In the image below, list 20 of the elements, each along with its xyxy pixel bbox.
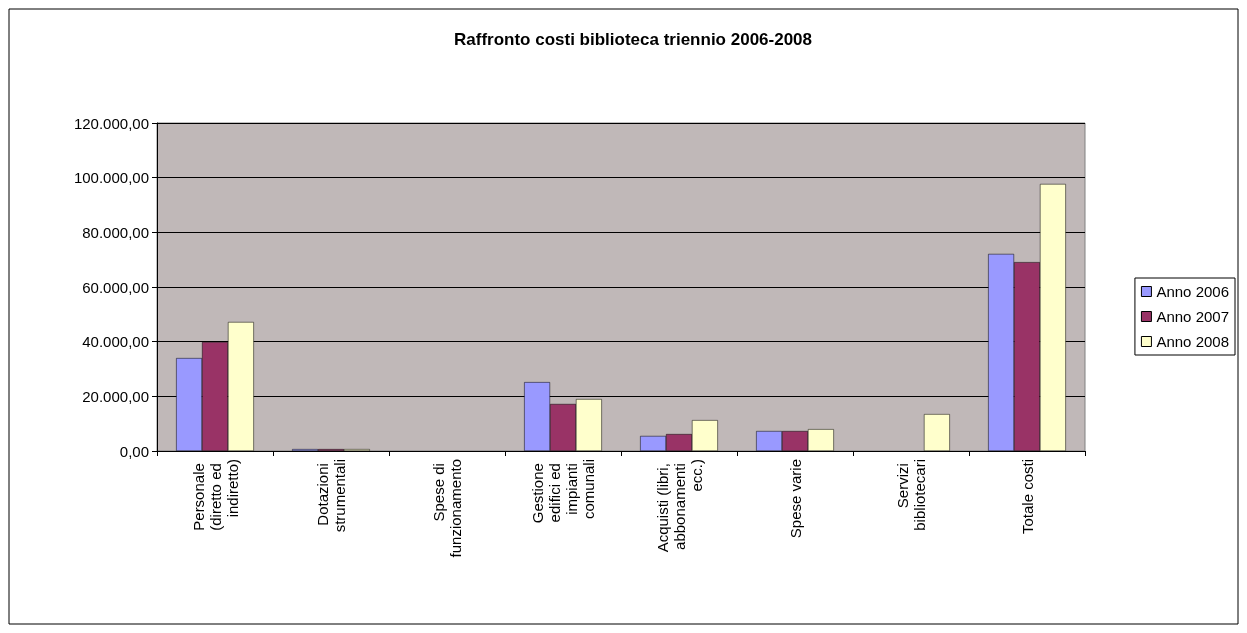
x-tick-label: Totale costi bbox=[1018, 459, 1036, 535]
y-tick-label: 100.000,00 bbox=[73, 169, 149, 187]
legend-label: Anno 2007 bbox=[1156, 308, 1230, 325]
y-tick-label: 80.000,00 bbox=[82, 223, 149, 241]
y-tick-label: 40.000,00 bbox=[82, 333, 149, 351]
x-tick-label: Spese di funzionamento bbox=[430, 459, 464, 558]
y-tick-label: 60.000,00 bbox=[82, 278, 149, 296]
chart-title: Raffronto costi biblioteca triennio 2006-2008 bbox=[453, 30, 813, 49]
x-tick-label: Personale (diretto ed indiretto) bbox=[189, 459, 241, 531]
bar bbox=[923, 414, 950, 451]
x-tick-label: Spese varie bbox=[786, 459, 804, 539]
x-tick-label: Servizi bibliotecari bbox=[894, 459, 928, 531]
y-tick-label: 120.000,00 bbox=[73, 114, 149, 132]
x-tick-label: Gestione edifici ed impianti comunali bbox=[529, 459, 597, 524]
legend-label: Anno 2008 bbox=[1156, 333, 1230, 350]
y-tick-label: 20.000,00 bbox=[82, 387, 149, 405]
x-tick-label: Acquisti (libri, abbonamenti ecc.) bbox=[653, 459, 705, 553]
x-tick-label: Dotazioni strumentali bbox=[314, 459, 348, 533]
legend-label: Anno 2006 bbox=[1156, 283, 1230, 300]
y-tick-label: 0,00 bbox=[119, 442, 149, 460]
